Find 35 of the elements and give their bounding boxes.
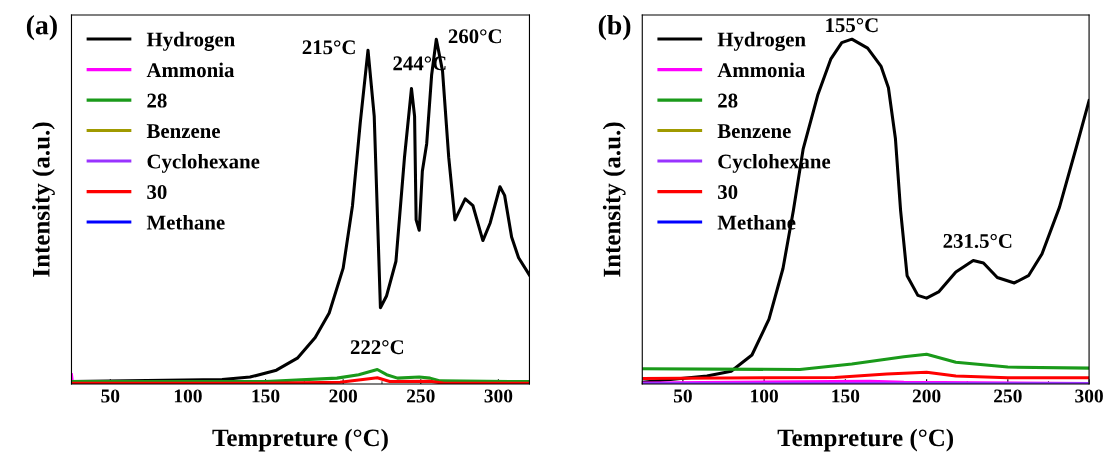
annotation: 155°C — [826, 18, 878, 33]
x-tick-label: 50 — [101, 389, 120, 403]
legend-label: 30 — [147, 185, 167, 200]
legend-label: Hydrogen — [717, 31, 806, 51]
x-tick-label: 150 — [832, 389, 860, 403]
legend-label: Benzene — [717, 124, 791, 139]
annotation: 260°C — [448, 29, 501, 44]
chart-title: (b) — [598, 15, 631, 41]
x-axis-title: Tempreture (°C) — [212, 428, 388, 452]
x-tick-label: 200 — [329, 389, 358, 403]
legend-label: Hydrogen — [146, 31, 235, 51]
y-axis-title: Intensity (a.u.) — [32, 122, 55, 277]
x-tick-label: 200 — [912, 389, 941, 403]
y-axis-title: Intensity (a.u.) — [602, 122, 626, 277]
legend-label: Ammonia — [717, 62, 805, 78]
legend-label: 28 — [718, 93, 738, 108]
x-tick-label: 250 — [994, 389, 1022, 403]
x-tick-label: 250 — [407, 389, 435, 403]
annotation: 231.5°C — [943, 233, 1012, 249]
x-tick-label: 150 — [252, 389, 280, 403]
legend-label: 28 — [147, 93, 167, 108]
x-tick-label: 100 — [174, 389, 202, 403]
x-tick-label: 50 — [673, 389, 692, 403]
x-tick-label: 100 — [751, 389, 778, 403]
x-axis-title: Tempreture (°C) — [777, 428, 954, 452]
annotation: 222°C — [350, 340, 404, 355]
legend-label: Cyclohexane — [147, 153, 260, 173]
legend-label: Methane — [146, 214, 225, 230]
annotation: 215°C — [302, 40, 355, 55]
x-tick-label: 300 — [1075, 389, 1103, 403]
legend-label: Benzene — [146, 124, 220, 139]
chart-title: (a) — [26, 15, 57, 41]
legend-label: Ammonia — [146, 62, 235, 78]
legend-label: 30 — [718, 185, 738, 200]
x-tick-label: 300 — [484, 389, 513, 403]
